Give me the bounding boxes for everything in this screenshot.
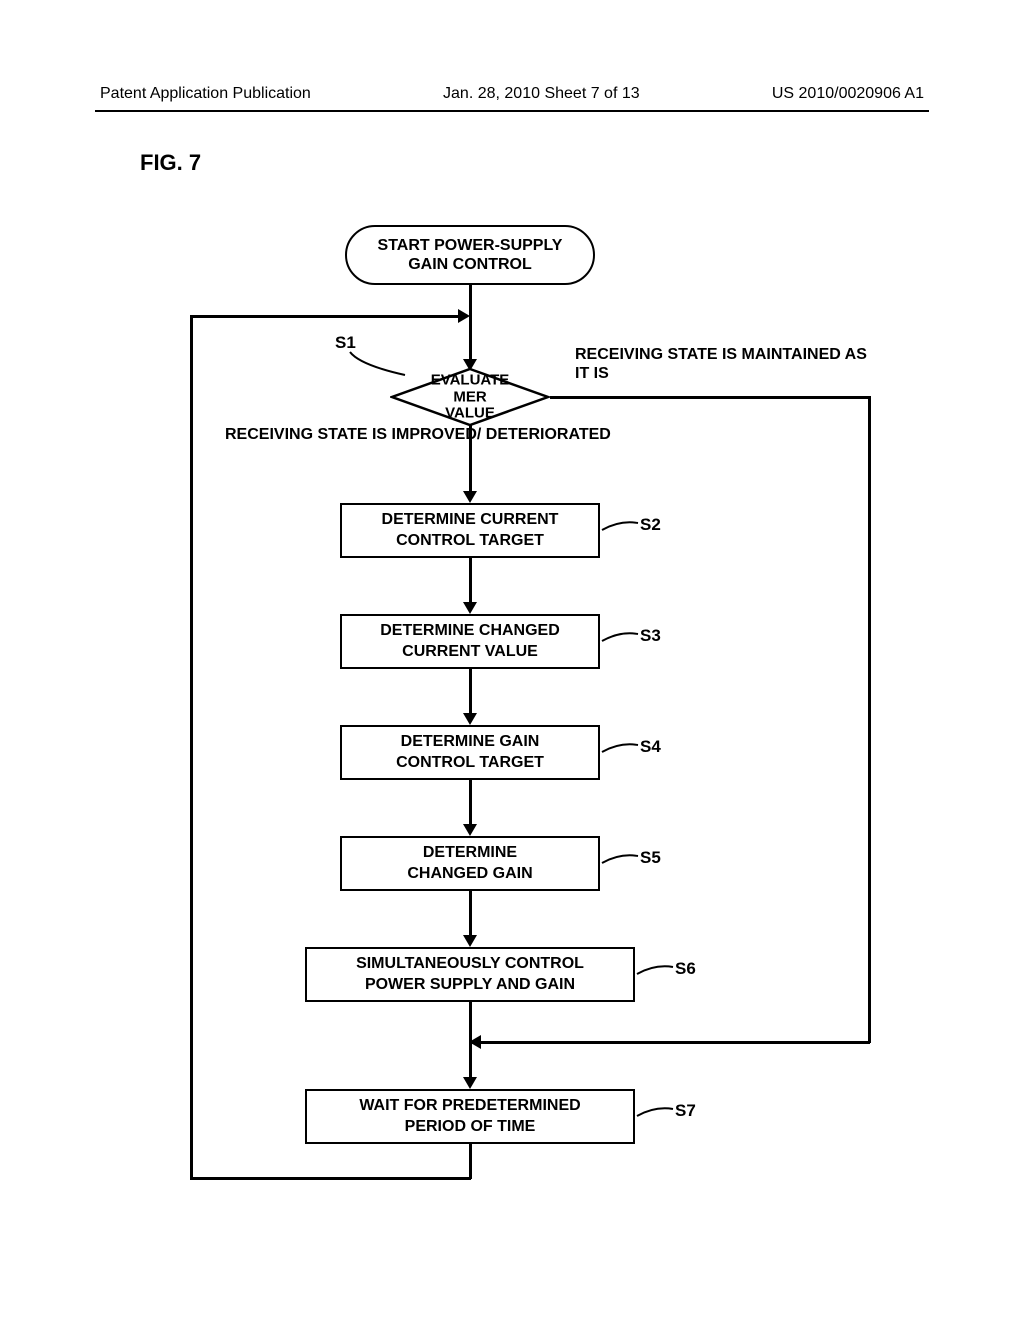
label-connector xyxy=(600,851,640,866)
process-s5: DETERMINE CHANGED GAIN xyxy=(340,836,600,891)
header-divider xyxy=(95,110,929,112)
start-node: START POWER-SUPPLY GAIN CONTROL xyxy=(345,225,595,285)
s5-text: DETERMINE CHANGED GAIN xyxy=(407,843,532,885)
connector xyxy=(469,558,472,606)
label-connector xyxy=(600,740,640,755)
label-connector xyxy=(600,518,640,533)
connector xyxy=(469,669,472,717)
arrowhead xyxy=(463,935,477,947)
connector xyxy=(469,315,472,363)
header-center: Jan. 28, 2010 Sheet 7 of 13 xyxy=(443,85,640,103)
connector xyxy=(469,1041,870,1044)
process-s2: DETERMINE CURRENT CONTROL TARGET xyxy=(340,503,600,558)
step-label-s6: S6 xyxy=(675,959,696,979)
s2-text: DETERMINE CURRENT CONTROL TARGET xyxy=(382,510,559,552)
s6-text: SIMULTANEOUSLY CONTROL POWER SUPPLY AND … xyxy=(356,954,584,996)
arrowhead xyxy=(463,1077,477,1089)
arrowhead xyxy=(463,824,477,836)
connector xyxy=(469,1041,472,1081)
s3-text: DETERMINE CHANGED CURRENT VALUE xyxy=(380,621,560,663)
arrowhead xyxy=(463,713,477,725)
step-label-s7: S7 xyxy=(675,1101,696,1121)
connector xyxy=(469,780,472,828)
connector xyxy=(190,1177,471,1180)
process-s4: DETERMINE GAIN CONTROL TARGET xyxy=(340,725,600,780)
header-right: US 2010/0020906 A1 xyxy=(772,85,924,103)
process-s3: DETERMINE CHANGED CURRENT VALUE xyxy=(340,614,600,669)
decision-s1: EVALUATE MER VALUE xyxy=(390,367,550,427)
label-connector xyxy=(635,962,675,977)
label-connector xyxy=(635,1104,675,1119)
label-connector xyxy=(600,629,640,644)
connector xyxy=(469,425,472,495)
step-label-s4: S4 xyxy=(640,737,661,757)
connector xyxy=(868,396,871,1043)
step-label-s5: S5 xyxy=(640,848,661,868)
connector xyxy=(190,315,460,318)
arrowhead xyxy=(463,602,477,614)
process-s7: WAIT FOR PREDETERMINED PERIOD OF TIME xyxy=(305,1089,635,1144)
s4-text: DETERMINE GAIN CONTROL TARGET xyxy=(396,732,544,774)
connector xyxy=(190,315,193,1179)
figure-label: FIG. 7 xyxy=(140,150,201,176)
s7-text: WAIT FOR PREDETERMINED PERIOD OF TIME xyxy=(359,1096,580,1138)
page-header: Patent Application Publication Jan. 28, … xyxy=(0,85,1024,103)
start-text: START POWER-SUPPLY GAIN CONTROL xyxy=(378,236,563,274)
header-left: Patent Application Publication xyxy=(100,85,311,103)
edge-label-left: RECEIVING STATE IS IMPROVED/ DETERIORATE… xyxy=(225,425,611,444)
flowchart-diagram: START POWER-SUPPLY GAIN CONTROL S1 EVALU… xyxy=(180,225,880,1225)
connector xyxy=(469,891,472,939)
connector xyxy=(550,396,870,399)
s1-text: EVALUATE MER VALUE xyxy=(430,372,510,422)
step-label-s2: S2 xyxy=(640,515,661,535)
step-label-s3: S3 xyxy=(640,626,661,646)
process-s6: SIMULTANEOUSLY CONTROL POWER SUPPLY AND … xyxy=(305,947,635,1002)
arrowhead xyxy=(463,491,477,503)
connector xyxy=(469,1144,472,1179)
edge-label-right: RECEIVING STATE IS MAINTAINED AS IT IS xyxy=(575,345,880,383)
